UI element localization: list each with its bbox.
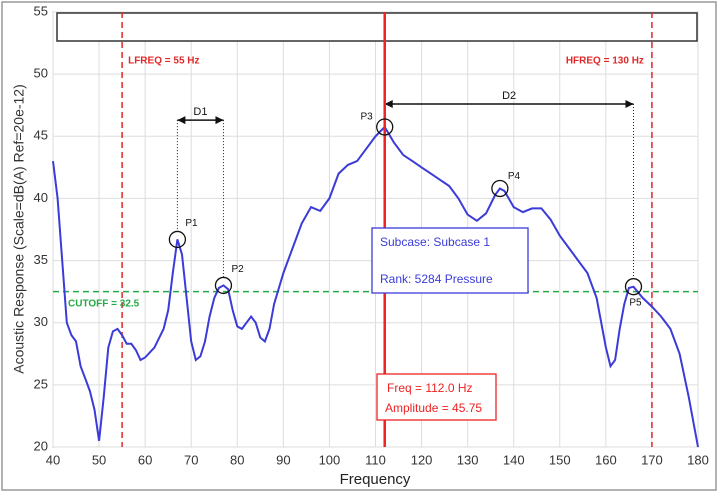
x-tick-label: 60 xyxy=(138,452,152,467)
x-tick-label: 140 xyxy=(503,452,525,467)
x-tick-label: 80 xyxy=(230,452,244,467)
x-tick-label: 170 xyxy=(641,452,663,467)
y-tick-label: 50 xyxy=(34,66,48,81)
x-tick-label: 70 xyxy=(184,452,198,467)
x-tick-label: 110 xyxy=(365,452,386,467)
dimension-label: D1 xyxy=(193,106,207,118)
y-tick-label: 25 xyxy=(34,376,48,391)
x-tick-label: 150 xyxy=(549,452,571,467)
peak-marker xyxy=(376,118,394,136)
peak-label: P5 xyxy=(629,297,642,308)
y-tick-label: 55 xyxy=(34,3,48,18)
limit-label: LFREQ = 55 Hz xyxy=(128,56,199,67)
x-tick-label: 130 xyxy=(457,452,479,467)
x-tick-label: 50 xyxy=(92,452,106,467)
info-text: Subcase: Subcase 1 xyxy=(380,235,490,249)
y-tick-label: 30 xyxy=(34,314,48,329)
cursor-box xyxy=(376,373,497,421)
x-tick-label: 90 xyxy=(276,452,290,467)
cursor-text: Freq = 112.0 Hz xyxy=(387,381,473,395)
y-tick-label: 40 xyxy=(34,190,48,205)
info-box xyxy=(371,227,529,294)
response-line xyxy=(52,125,699,448)
x-tick-label: 100 xyxy=(319,452,341,467)
limit-label: HFREQ = 130 Hz xyxy=(566,56,644,67)
y-tick-label: 45 xyxy=(34,128,48,143)
x-tick-label: 40 xyxy=(46,452,60,467)
header-box xyxy=(56,12,698,42)
y-tick-label: 20 xyxy=(34,438,48,453)
peak-label: P2 xyxy=(231,264,244,275)
dimension-label: D2 xyxy=(502,90,516,102)
x-tick-label: 120 xyxy=(411,452,433,467)
peak-label: P4 xyxy=(508,171,521,182)
x-tick-label: 180 xyxy=(687,452,709,467)
x-tick-label: 160 xyxy=(595,452,617,467)
y-tick-label: 35 xyxy=(34,252,48,267)
peak-marker xyxy=(491,179,509,198)
peak-label: P1 xyxy=(185,218,198,229)
cursor-text: Amplitude = 45.75 xyxy=(385,401,482,415)
y-axis-label: Acoustic Response (Scale=dB(A) Ref=20e-1… xyxy=(11,84,27,373)
cutoff-label: CUTOFF = 32.5 xyxy=(68,298,140,309)
peak-marker xyxy=(168,230,187,249)
peak-marker xyxy=(214,276,233,295)
peak-marker xyxy=(624,278,643,296)
x-axis-label: Frequency xyxy=(340,471,411,488)
info-text: Rank: 5284 Pressure xyxy=(380,272,493,286)
peak-label: P3 xyxy=(360,112,373,123)
